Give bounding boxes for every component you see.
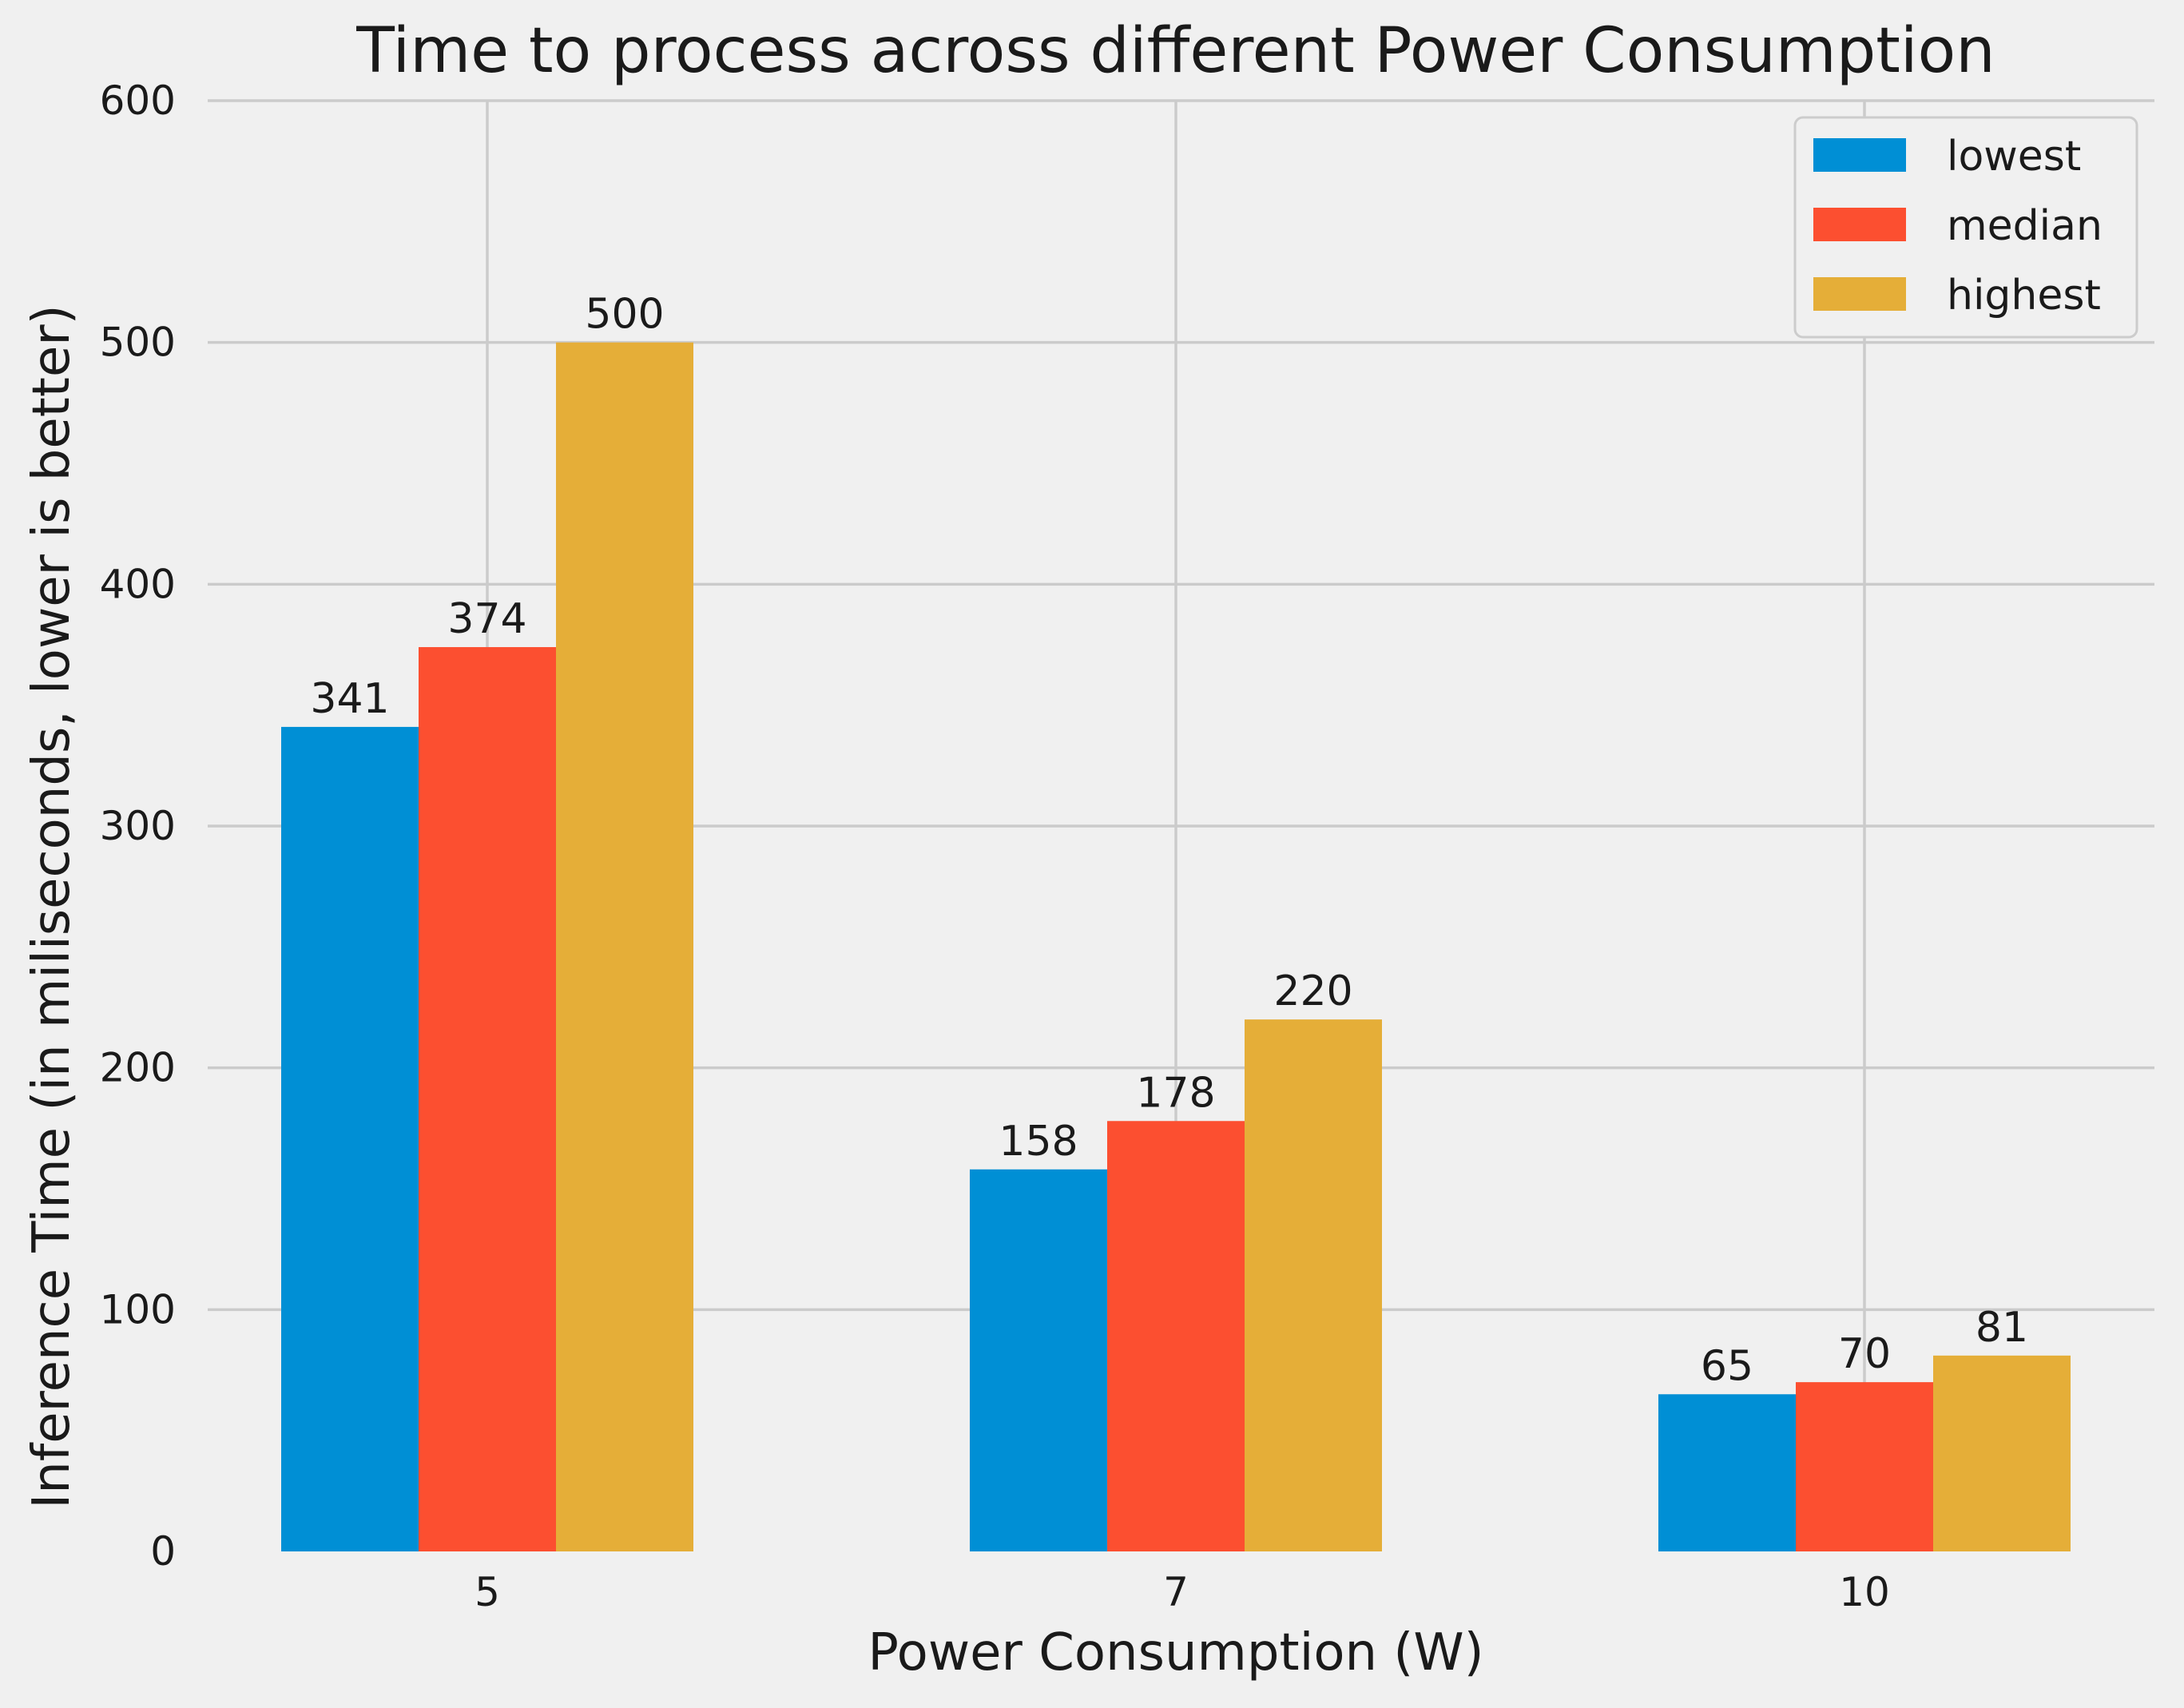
bar-lowest-10	[1658, 1394, 1796, 1551]
bar-lowest-7	[970, 1169, 1107, 1551]
bar-data-label: 70	[1838, 1330, 1891, 1378]
legend-swatch-highest	[1813, 277, 1906, 311]
x-tick-label: 7	[1163, 1569, 1189, 1615]
legend-swatch-lowest	[1813, 138, 1906, 172]
legend-label-median: median	[1947, 202, 2103, 250]
legend-label-highest: highest	[1947, 272, 2101, 320]
bar-data-label: 374	[447, 595, 526, 643]
bar-highest-7	[1245, 1019, 1382, 1551]
x-tick-label: 10	[1839, 1569, 1890, 1615]
x-axis-label: Power Consumption (W)	[868, 1623, 1483, 1682]
bar-data-label: 178	[1136, 1069, 1215, 1117]
chart-title: Time to process across different Power C…	[355, 15, 1995, 87]
bar-median-5	[419, 647, 556, 1552]
bar-data-label: 341	[310, 675, 389, 723]
bars-layer	[281, 342, 2071, 1552]
y-tick-label: 500	[100, 320, 176, 366]
y-tick-label: 100	[100, 1286, 176, 1333]
data-labels-layer: 341 158 65 374 178 70 500 220 81	[310, 291, 2028, 1391]
ticks-layer: 0 100 200 300 400 500 600 5 7 10	[100, 77, 1890, 1615]
bar-median-7	[1107, 1121, 1245, 1551]
bar-highest-10	[1933, 1355, 2071, 1551]
bar-data-label: 81	[1976, 1304, 2028, 1352]
bar-median-10	[1796, 1382, 1933, 1551]
y-tick-label: 200	[100, 1045, 176, 1091]
legend: lowest median highest	[1793, 116, 2138, 339]
bar-data-label: 65	[1701, 1342, 1753, 1390]
bar-lowest-5	[281, 726, 419, 1551]
bar-data-label: 500	[585, 291, 664, 339]
y-axis-label: Inference Time (in miliseconds, lower is…	[22, 304, 81, 1508]
y-tick-label: 600	[100, 77, 176, 124]
y-tick-label: 0	[150, 1528, 176, 1575]
bar-data-label: 158	[999, 1118, 1078, 1166]
y-tick-label: 400	[100, 561, 176, 607]
legend-label-lowest: lowest	[1947, 133, 2081, 181]
bar-data-label: 220	[1273, 967, 1352, 1015]
x-tick-label: 5	[475, 1569, 500, 1615]
legend-items: lowest median highest	[1813, 133, 2103, 320]
legend-swatch-median	[1813, 208, 1906, 241]
y-tick-label: 300	[100, 803, 176, 849]
bar-highest-5	[556, 342, 693, 1552]
